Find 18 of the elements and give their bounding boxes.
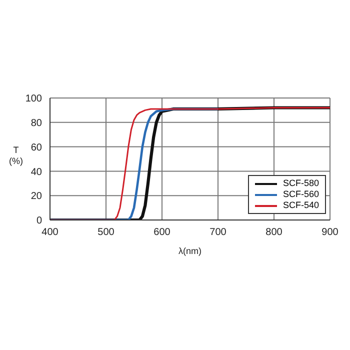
x-axis-title: λ(nm): [178, 246, 202, 256]
x-tick-label: 700: [210, 227, 227, 238]
legend-label: SCF-580: [282, 178, 319, 189]
y-tick-label: 20: [30, 191, 42, 202]
y-tick-label: 60: [30, 142, 42, 154]
x-tick-label: 800: [266, 227, 283, 238]
y-axis-title: T (%): [9, 145, 23, 166]
legend-label: SCF-540: [282, 200, 319, 211]
y-tick-label: 80: [30, 118, 42, 129]
line-series: [50, 108, 220, 220]
legend-label: SCF-560: [282, 189, 319, 200]
y-tick-label: 40: [30, 166, 42, 178]
x-tick-label: 500: [98, 227, 115, 238]
x-tick-label: 400: [42, 227, 59, 238]
y-tick-label: 0: [36, 216, 42, 227]
x-tick-label: 900: [322, 227, 339, 238]
x-tick-label: 600: [154, 227, 171, 238]
y-tick-label: 100: [25, 94, 42, 105]
